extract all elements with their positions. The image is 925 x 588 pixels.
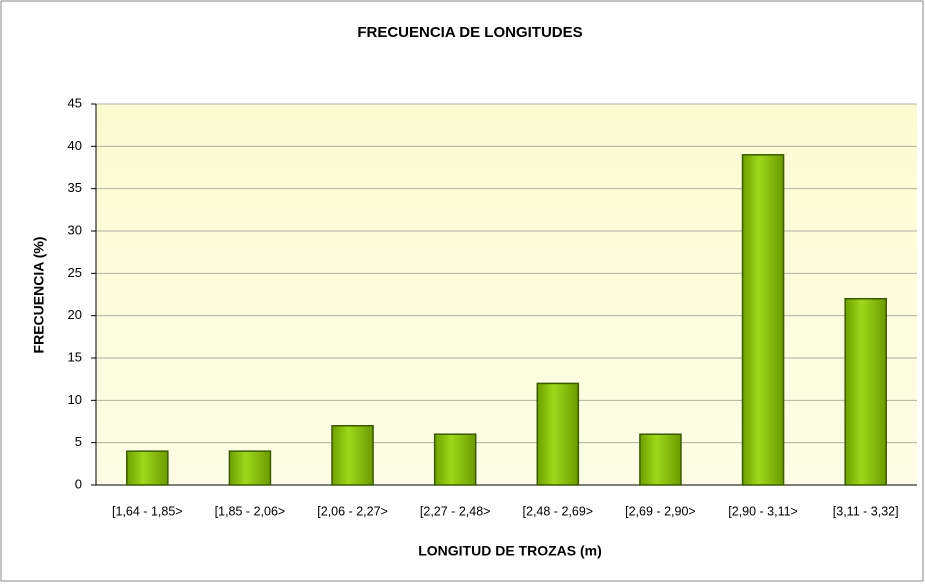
plot-area [96, 104, 917, 485]
y-tick-label: 45 [68, 95, 82, 110]
x-axis-label: LONGITUD DE TROZAS (m) [418, 543, 602, 559]
y-tick-label: 30 [68, 222, 82, 237]
bar [331, 424, 374, 486]
y-axis-label: FRECUENCIA (%) [31, 237, 47, 354]
y-tick-label: 25 [68, 265, 82, 280]
y-tick-label: 0 [75, 476, 82, 491]
bar [228, 450, 272, 486]
bar [536, 382, 580, 486]
bar [433, 433, 477, 486]
x-tick-label: [2,06 - 2,27> [317, 504, 388, 518]
x-tick-label: [2,27 - 2,48> [420, 504, 491, 518]
y-tick-label: 5 [75, 434, 82, 449]
chart-title: FRECUENCIA DE LONGITUDES [357, 24, 582, 41]
y-tick-label: 20 [68, 307, 82, 322]
bar [639, 433, 682, 486]
y-tick-label: 10 [68, 392, 82, 407]
x-tick-label: [2,48 - 2,69> [523, 504, 594, 518]
y-tick-label: 35 [68, 180, 82, 195]
bar [126, 450, 169, 486]
y-tick-label: 15 [68, 349, 82, 364]
bar [844, 297, 887, 486]
x-tick-label: [2,90 - 3,11> [728, 504, 798, 518]
bar [741, 154, 785, 486]
x-tick-label: [1,64 - 1,85> [112, 504, 183, 518]
y-tick-label: 40 [68, 138, 82, 153]
x-tick-label: [3,11 - 3,32] [833, 504, 899, 518]
x-tick-label: [1,85 - 2,06> [215, 504, 286, 518]
x-tick-label: [2,69 - 2,90> [625, 504, 696, 518]
